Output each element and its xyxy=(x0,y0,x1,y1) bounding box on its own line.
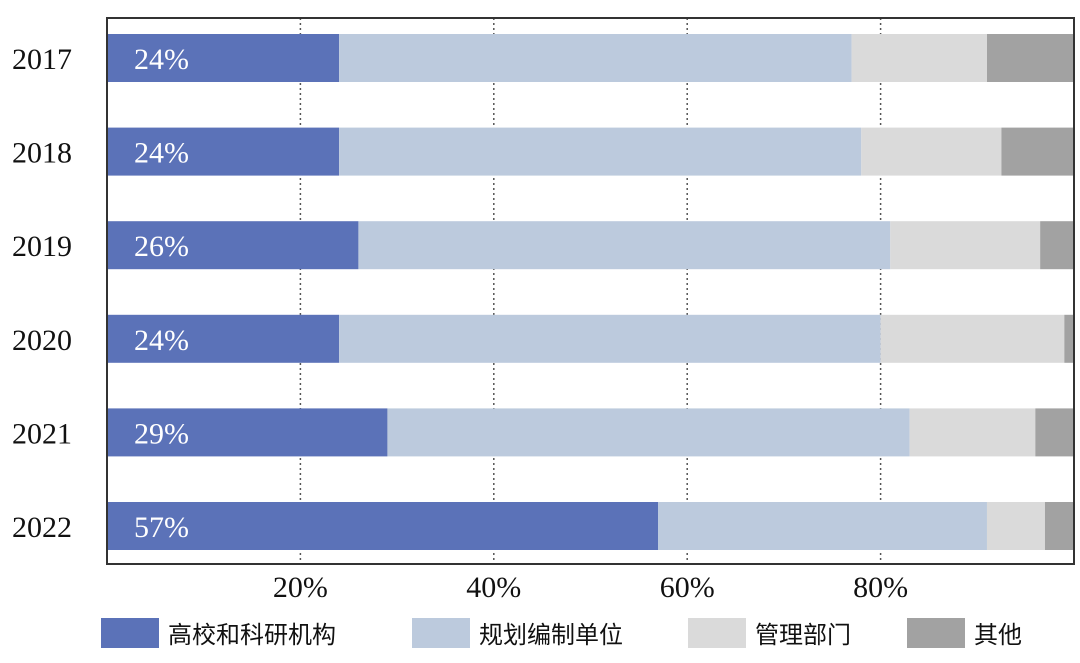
x-tick-label-0: 20% xyxy=(273,571,328,604)
bar-2021-series-1 xyxy=(387,408,910,457)
bar-2019-series-2 xyxy=(890,221,1041,270)
bar-2017-series-0 xyxy=(107,34,340,82)
data-label-2017: 24% xyxy=(134,43,189,76)
bar-2022-series-1 xyxy=(658,502,987,550)
data-label-2020: 24% xyxy=(134,324,189,357)
bar-2017-series-3 xyxy=(986,34,1074,82)
bar-2021-series-3 xyxy=(1035,408,1074,457)
bar-2020-series-0 xyxy=(107,314,340,363)
x-tick-label-3: 80% xyxy=(853,571,908,604)
x-tick-labels: 20% 40% 60% 80% xyxy=(273,571,908,604)
legend-swatch-2 xyxy=(688,618,746,648)
year-label-2019: 2019 xyxy=(12,230,72,263)
data-label-2018: 24% xyxy=(134,137,189,170)
legend-swatch-1 xyxy=(412,618,470,648)
bar-2017-series-2 xyxy=(851,34,987,82)
bar-2020-series-1 xyxy=(339,314,881,363)
legend-label-0: 高校和科研机构 xyxy=(168,621,336,649)
legend-label-1: 规划编制单位 xyxy=(479,621,623,649)
year-labels: 2017 2018 2019 2020 2021 2022 xyxy=(12,43,72,544)
x-tick-label-2: 60% xyxy=(660,571,715,604)
bar-2018-series-1 xyxy=(339,127,862,176)
bar-2022-series-2 xyxy=(986,502,1045,550)
year-label-2017: 2017 xyxy=(12,43,72,76)
plot-frame xyxy=(106,17,1075,565)
legend-label-3: 其他 xyxy=(974,621,1022,649)
bar-2020-series-3 xyxy=(1064,314,1074,363)
bars: 24% 24% 26% 24% 29% 57% xyxy=(107,34,1074,550)
bar-2018-series-0 xyxy=(107,127,340,176)
bar-2021-series-0 xyxy=(107,408,388,457)
grid-lines xyxy=(299,18,882,564)
year-label-2020: 2020 xyxy=(12,324,72,357)
bar-2018-series-2 xyxy=(861,127,1002,176)
data-label-2019: 26% xyxy=(134,230,189,263)
bar-2018-series-3 xyxy=(1001,127,1074,176)
data-label-2022: 57% xyxy=(134,511,189,544)
bar-2019-series-3 xyxy=(1040,221,1074,270)
bar-2022-series-3 xyxy=(1044,502,1074,550)
year-label-2021: 2021 xyxy=(12,417,72,450)
year-label-2022: 2022 xyxy=(12,511,72,544)
legend-label-2: 管理部门 xyxy=(755,621,851,649)
bar-2020-series-2 xyxy=(880,314,1065,363)
legend-swatch-3 xyxy=(907,618,965,648)
bar-2022-series-0 xyxy=(107,502,659,550)
legend-swatch-0 xyxy=(101,618,159,648)
bar-2017-series-1 xyxy=(339,34,852,82)
data-label-2021: 29% xyxy=(134,417,189,450)
year-label-2018: 2018 xyxy=(12,137,72,170)
x-tick-label-1: 40% xyxy=(466,571,521,604)
bar-2019-series-1 xyxy=(358,221,891,270)
legend: 高校和科研机构 规划编制单位 管理部门 其他 xyxy=(101,618,1022,649)
bar-2021-series-2 xyxy=(909,408,1036,457)
bar-2019-series-0 xyxy=(107,221,359,270)
